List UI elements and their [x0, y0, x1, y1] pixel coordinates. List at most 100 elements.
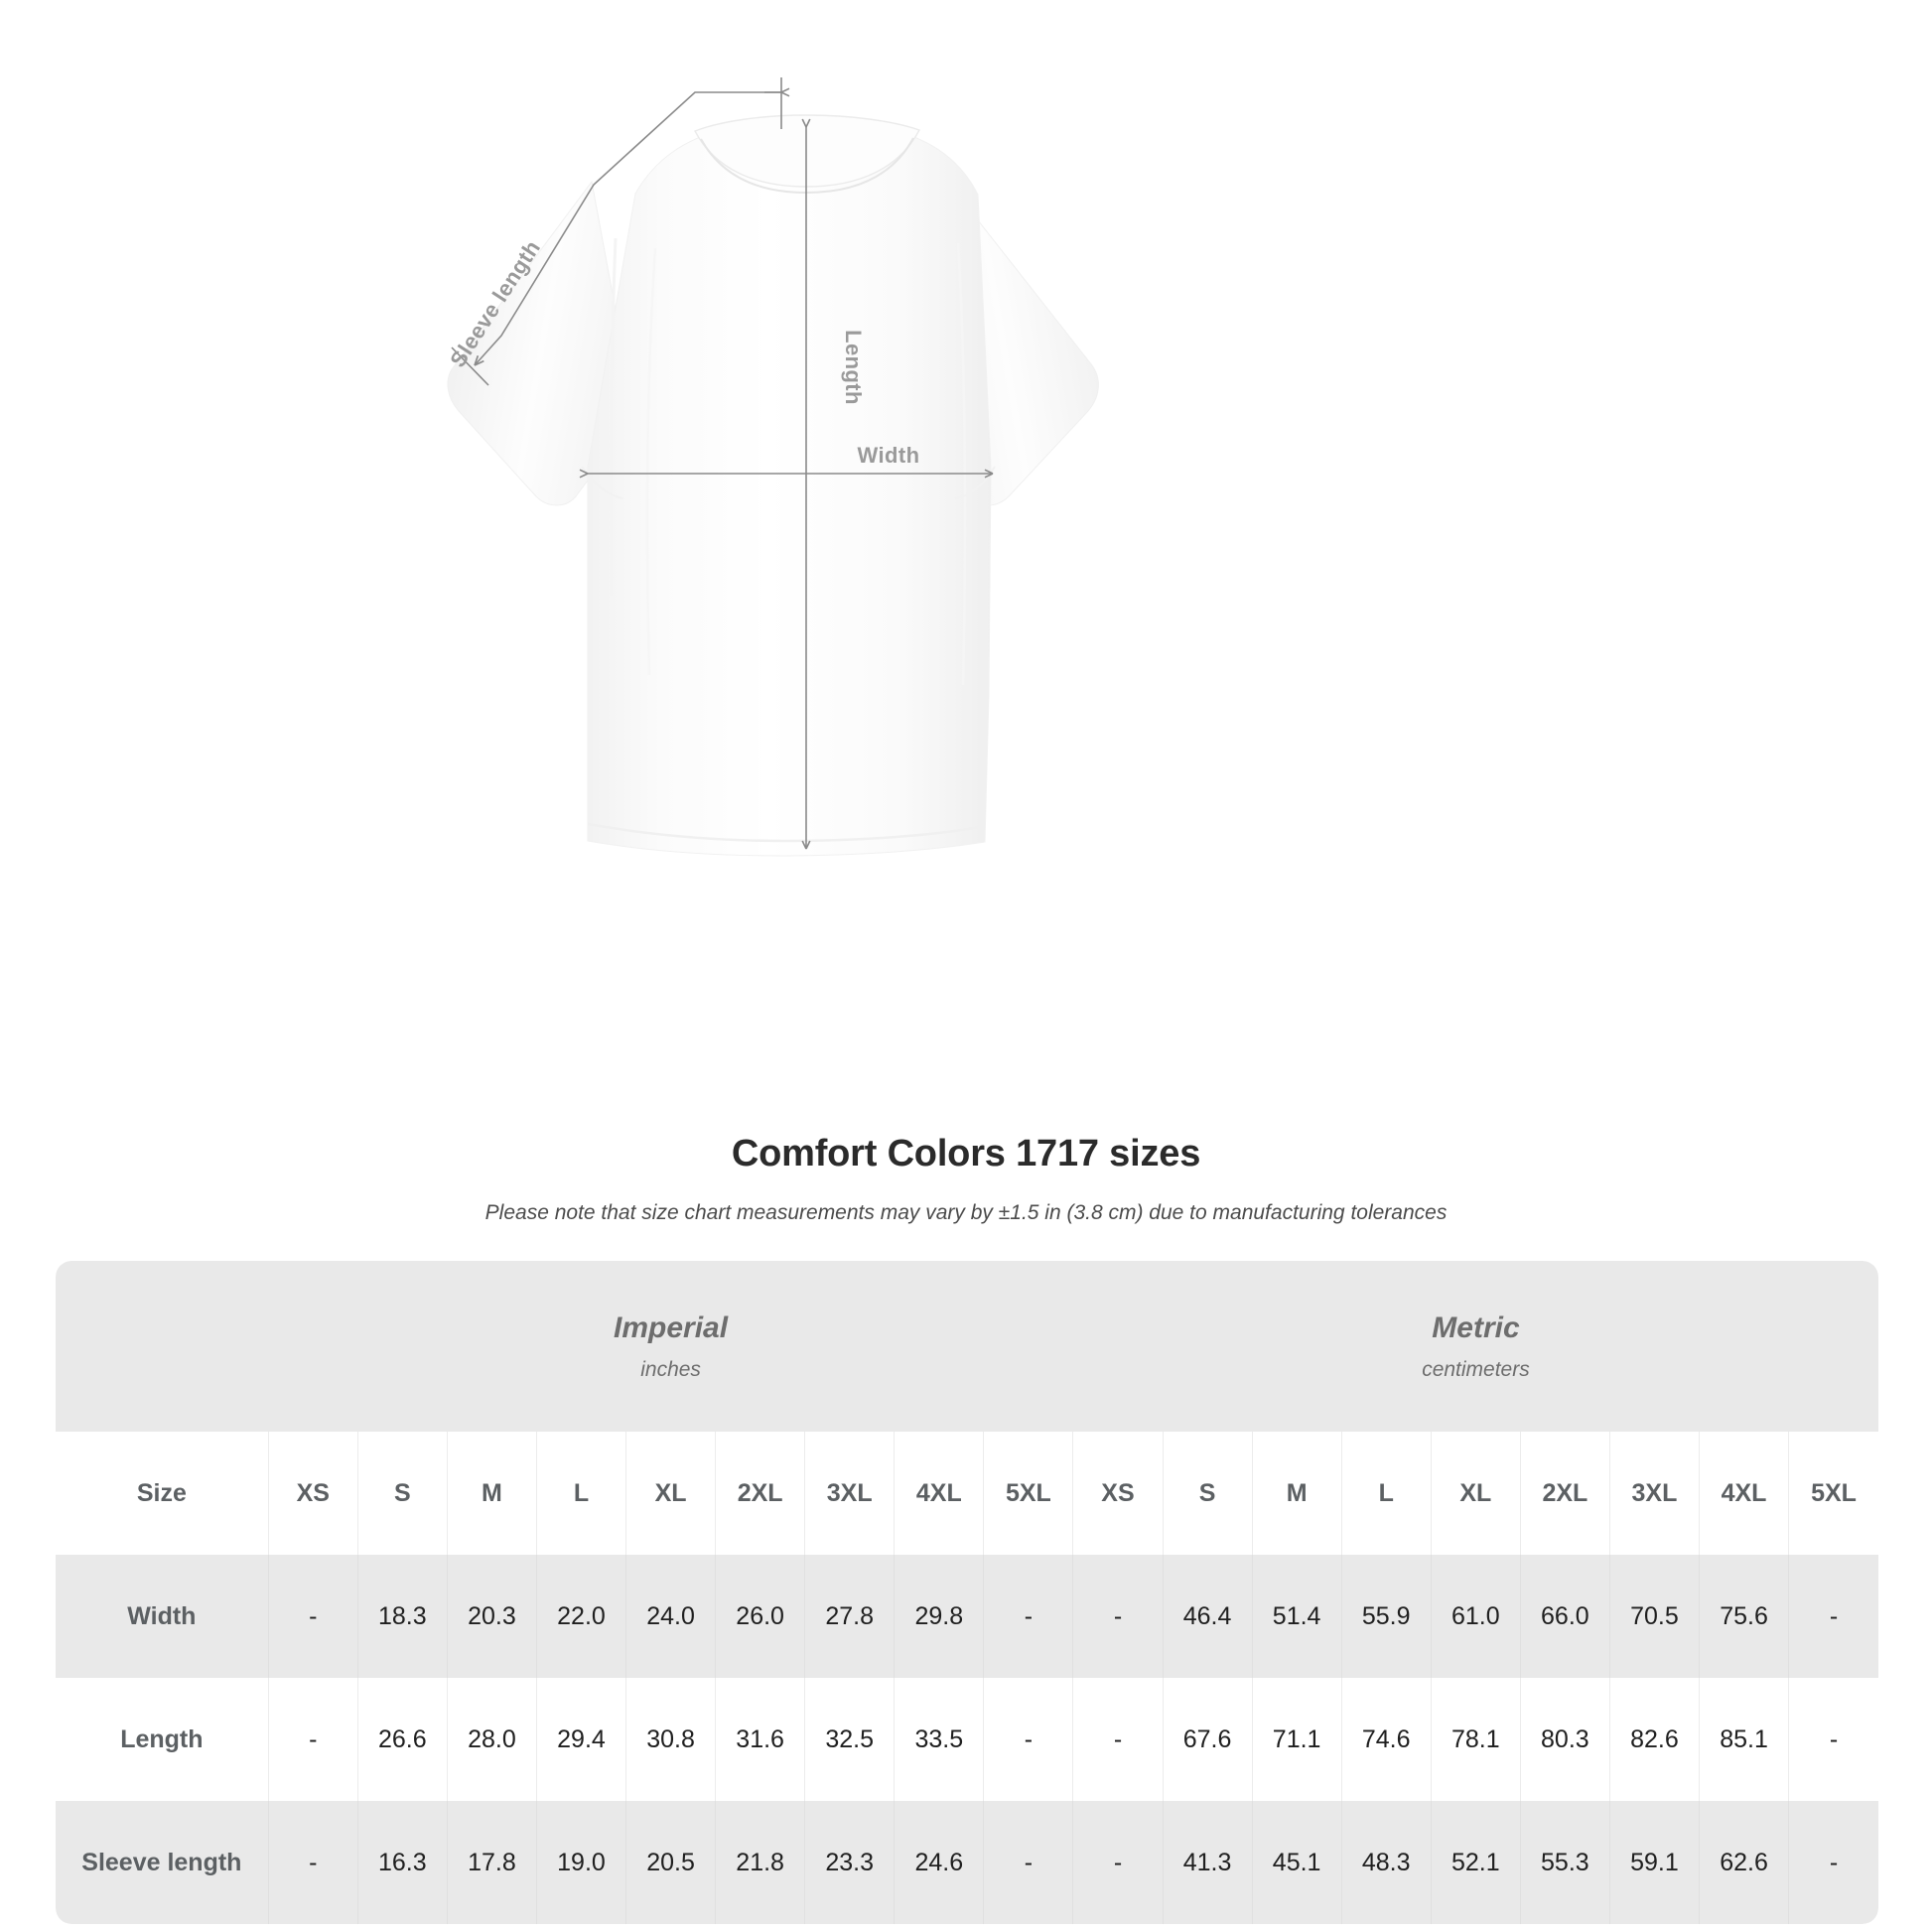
table-cell: 85.1: [1699, 1678, 1790, 1801]
length-label: Length: [841, 330, 866, 405]
size-col-header: M: [447, 1432, 537, 1555]
unit-header-row: Imperial inches Metric centimeters: [56, 1261, 1878, 1432]
table-cell: 59.1: [1609, 1801, 1700, 1924]
table-cell: 55.9: [1341, 1555, 1432, 1678]
width-label: Width: [858, 443, 920, 468]
table-cell: -: [983, 1555, 1074, 1678]
unit-sub-imperial: inches: [640, 1357, 701, 1381]
table-cell: 45.1: [1252, 1801, 1342, 1924]
table-cell: 78.1: [1431, 1678, 1521, 1801]
size-col-header: 5XL: [983, 1432, 1074, 1555]
size-col-header: XL: [1431, 1432, 1521, 1555]
table-cell: 16.3: [357, 1801, 448, 1924]
table-cell: 67.6: [1163, 1678, 1253, 1801]
tshirt-diagram: Sleeve length Length Width: [0, 0, 1932, 894]
size-col-header: 3XL: [804, 1432, 896, 1555]
table-cell: 20.3: [447, 1555, 537, 1678]
size-header-row: Size XS S M L XL 2XL 3XL 4XL 5XL XS S M …: [56, 1432, 1878, 1555]
table-cell: -: [1072, 1678, 1164, 1801]
length-measure: Length: [801, 118, 866, 850]
table-cell: -: [268, 1801, 358, 1924]
size-col-header: M: [1252, 1432, 1342, 1555]
table-cell: 66.0: [1520, 1555, 1610, 1678]
table-cell: 30.8: [625, 1678, 717, 1801]
table-cell: -: [1072, 1801, 1164, 1924]
size-table-container: Imperial inches Metric centimeters Size …: [56, 1261, 1878, 1924]
table-cell: 23.3: [804, 1801, 896, 1924]
table-cell: 19.0: [536, 1801, 627, 1924]
table-cell: 26.0: [715, 1555, 806, 1678]
table-cell: 52.1: [1431, 1801, 1521, 1924]
table-cell: -: [1072, 1555, 1164, 1678]
table-cell: 62.6: [1699, 1801, 1790, 1924]
table-cell: 18.3: [357, 1555, 448, 1678]
table-cell: 31.6: [715, 1678, 806, 1801]
table-cell: 24.0: [625, 1555, 717, 1678]
table-cell: 32.5: [804, 1678, 896, 1801]
table-cell: 46.4: [1163, 1555, 1253, 1678]
size-col-header: 4XL: [1699, 1432, 1790, 1555]
table-cell: 41.3: [1163, 1801, 1253, 1924]
row-label: Width: [56, 1555, 269, 1678]
table-cell: 75.6: [1699, 1555, 1790, 1678]
table-cell: 17.8: [447, 1801, 537, 1924]
table-cell: -: [1788, 1678, 1878, 1801]
unit-spacer-cell: [56, 1261, 269, 1432]
table-cell: 70.5: [1609, 1555, 1700, 1678]
size-col-header: XS: [268, 1432, 358, 1555]
table-cell: 22.0: [536, 1555, 627, 1678]
size-col-header: XS: [1072, 1432, 1164, 1555]
size-col-header: L: [1341, 1432, 1432, 1555]
table-cell: -: [1788, 1555, 1878, 1678]
table-cell: 74.6: [1341, 1678, 1432, 1801]
size-table: Imperial inches Metric centimeters Size …: [56, 1261, 1878, 1924]
table-cell: -: [268, 1555, 358, 1678]
size-header-label: Size: [56, 1432, 269, 1555]
table-cell: 33.5: [894, 1678, 985, 1801]
table-cell: 71.1: [1252, 1678, 1342, 1801]
table-cell: -: [983, 1801, 1074, 1924]
unit-name-imperial: Imperial: [614, 1311, 729, 1344]
chart-heading: Comfort Colors 1717 sizes Please note th…: [0, 1132, 1932, 1226]
table-cell: 20.5: [625, 1801, 717, 1924]
table-row: Width - 18.3 20.3 22.0 24.0 26.0 27.8 29…: [56, 1555, 1878, 1678]
tolerance-note: Please note that size chart measurements…: [484, 1200, 1448, 1224]
size-col-header: 2XL: [1520, 1432, 1610, 1555]
table-cell: -: [983, 1678, 1074, 1801]
table-cell: 80.3: [1520, 1678, 1610, 1801]
table-row: Sleeve length - 16.3 17.8 19.0 20.5 21.8…: [56, 1801, 1878, 1924]
width-measure: Width: [579, 443, 994, 479]
table-cell: 29.8: [894, 1555, 985, 1678]
table-cell: 82.6: [1609, 1678, 1700, 1801]
row-label: Length: [56, 1678, 269, 1801]
size-col-header: 3XL: [1609, 1432, 1700, 1555]
size-col-header: L: [536, 1432, 627, 1555]
table-cell: 26.6: [357, 1678, 448, 1801]
size-col-header: 5XL: [1788, 1432, 1878, 1555]
size-col-header: 4XL: [894, 1432, 985, 1555]
table-cell: 48.3: [1341, 1801, 1432, 1924]
table-cell: 21.8: [715, 1801, 806, 1924]
table-cell: 28.0: [447, 1678, 537, 1801]
table-row: Length - 26.6 28.0 29.4 30.8 31.6 32.5 3…: [56, 1678, 1878, 1801]
table-cell: 55.3: [1520, 1801, 1610, 1924]
tshirt-garment: [447, 114, 1099, 857]
unit-cell-metric: Metric centimeters: [1072, 1261, 1878, 1432]
table-cell: 24.6: [894, 1801, 985, 1924]
unit-cell-imperial: Imperial inches: [268, 1261, 1073, 1432]
size-col-header: XL: [625, 1432, 717, 1555]
size-col-header: S: [357, 1432, 448, 1555]
row-label: Sleeve length: [56, 1801, 269, 1924]
page-title: Comfort Colors 1717 sizes: [731, 1133, 1201, 1174]
table-cell: -: [268, 1678, 358, 1801]
table-cell: -: [1788, 1801, 1878, 1924]
table-cell: 61.0: [1431, 1555, 1521, 1678]
table-cell: 27.8: [804, 1555, 896, 1678]
unit-sub-metric: centimeters: [1422, 1357, 1530, 1381]
size-col-header: 2XL: [715, 1432, 806, 1555]
table-cell: 29.4: [536, 1678, 627, 1801]
table-cell: 51.4: [1252, 1555, 1342, 1678]
size-col-header: S: [1163, 1432, 1253, 1555]
unit-name-metric: Metric: [1432, 1311, 1520, 1344]
